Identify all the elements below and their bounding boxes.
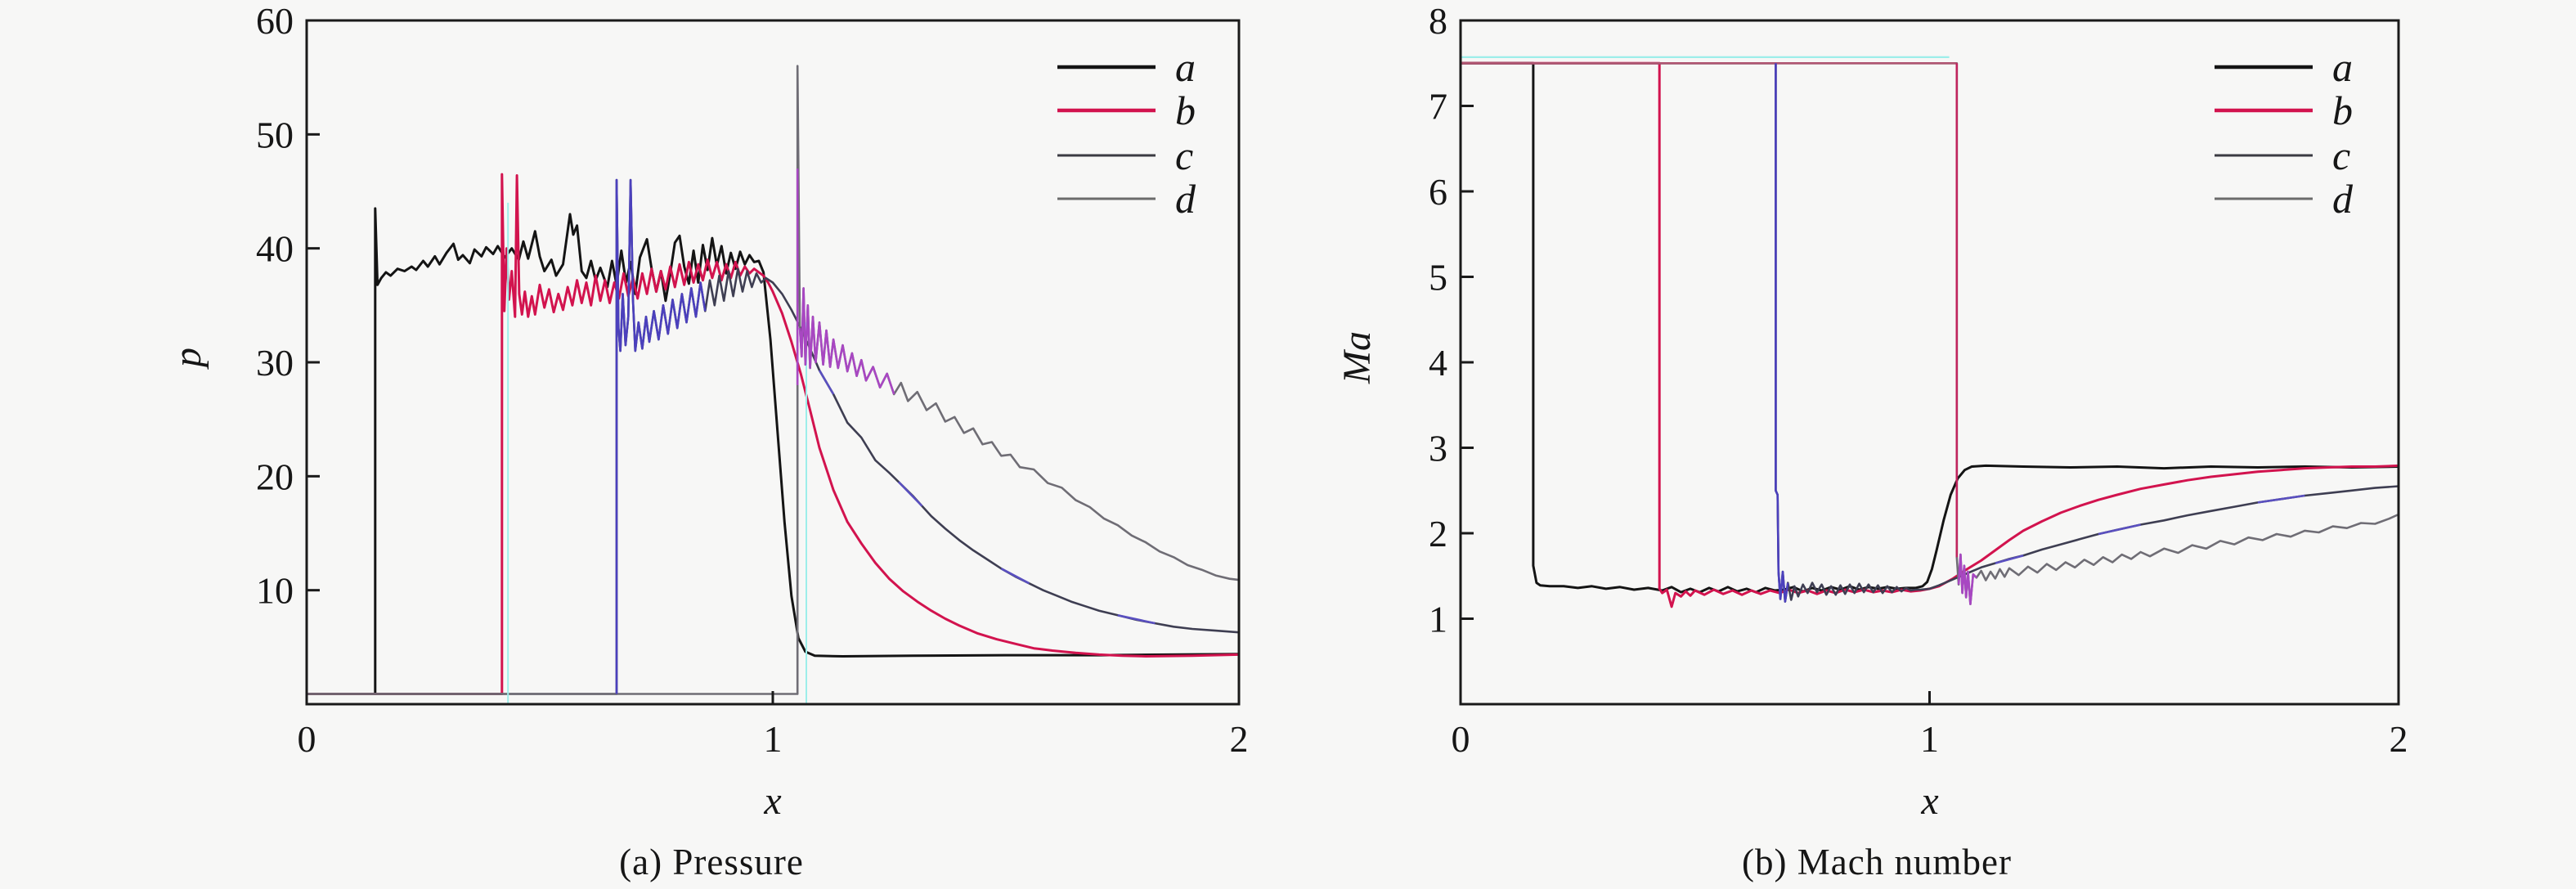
series-b [1461,61,2399,608]
series-d [1461,62,2399,606]
y-axis-label: Ma [1335,331,1379,384]
legend-label-a: a [2332,44,2353,90]
x-axis-label: x [763,779,781,823]
x-tick-label: 0 [298,718,316,760]
series-blue-dash-c-tail-4 [1117,614,1156,625]
y-tick-label: 1 [1429,599,1447,640]
y-tick-label: 2 [1429,513,1447,555]
series-blue-dash-c-rise-1 [1995,554,2024,564]
series-blue-dash-c-tail-1 [818,370,835,395]
series-c [307,178,1240,695]
y-tick-label: 20 [256,456,294,497]
y-tick-label: 8 [1429,0,1447,42]
x-tick-label: 2 [1230,718,1249,760]
series-blue-overlay-c-drop [1775,63,1789,603]
y-tick-label: 4 [1429,342,1447,384]
y-tick-label: 3 [1429,428,1447,469]
caption-mach-number: (b) Mach number [1742,842,2012,882]
series-a [1461,61,2399,594]
x-tick-label: 1 [1920,718,1939,760]
series-blue-dash-c-tail-3 [1000,568,1030,585]
legend-label-b: b [1175,88,1196,133]
legend-label-b: b [2332,88,2353,133]
series-b [307,173,1240,695]
x-axis-label: x [1920,779,1938,823]
caption-pressure: (a) Pressure [619,842,804,882]
legend-label-d: d [2332,176,2354,222]
y-axis-label: p [166,348,209,370]
series-a [307,207,1240,695]
series-blue-overlay-c-shock [615,178,707,694]
series-blue-dash-c-rise-2 [2098,523,2141,536]
x-tick-label: 0 [1452,718,1470,760]
y-tick-label: 30 [256,342,294,384]
y-tick-label: 50 [256,114,294,155]
series-violet-overlay-d-osc [798,287,895,395]
x-tick-label: 2 [2390,718,2408,760]
series-violet-overlay-d-osc [1957,553,1977,606]
y-tick-label: 60 [256,0,294,42]
series-blue-dash-c-rise-3 [2257,494,2305,504]
plot-frame [1459,19,2400,706]
legend-label-c: c [2332,132,2350,178]
y-tick-label: 40 [256,228,294,270]
y-tick-label: 6 [1429,171,1447,213]
series-c [1461,62,2399,603]
legend-label-c: c [1175,132,1193,178]
legend-label-d: d [1175,176,1196,222]
x-tick-label: 1 [764,718,783,760]
y-tick-label: 10 [256,570,294,612]
y-tick-label: 5 [1429,257,1447,299]
series-blue-dash-c-tail-2 [897,481,923,507]
y-tick-label: 7 [1429,86,1447,128]
legend-label-a: a [1175,44,1196,90]
